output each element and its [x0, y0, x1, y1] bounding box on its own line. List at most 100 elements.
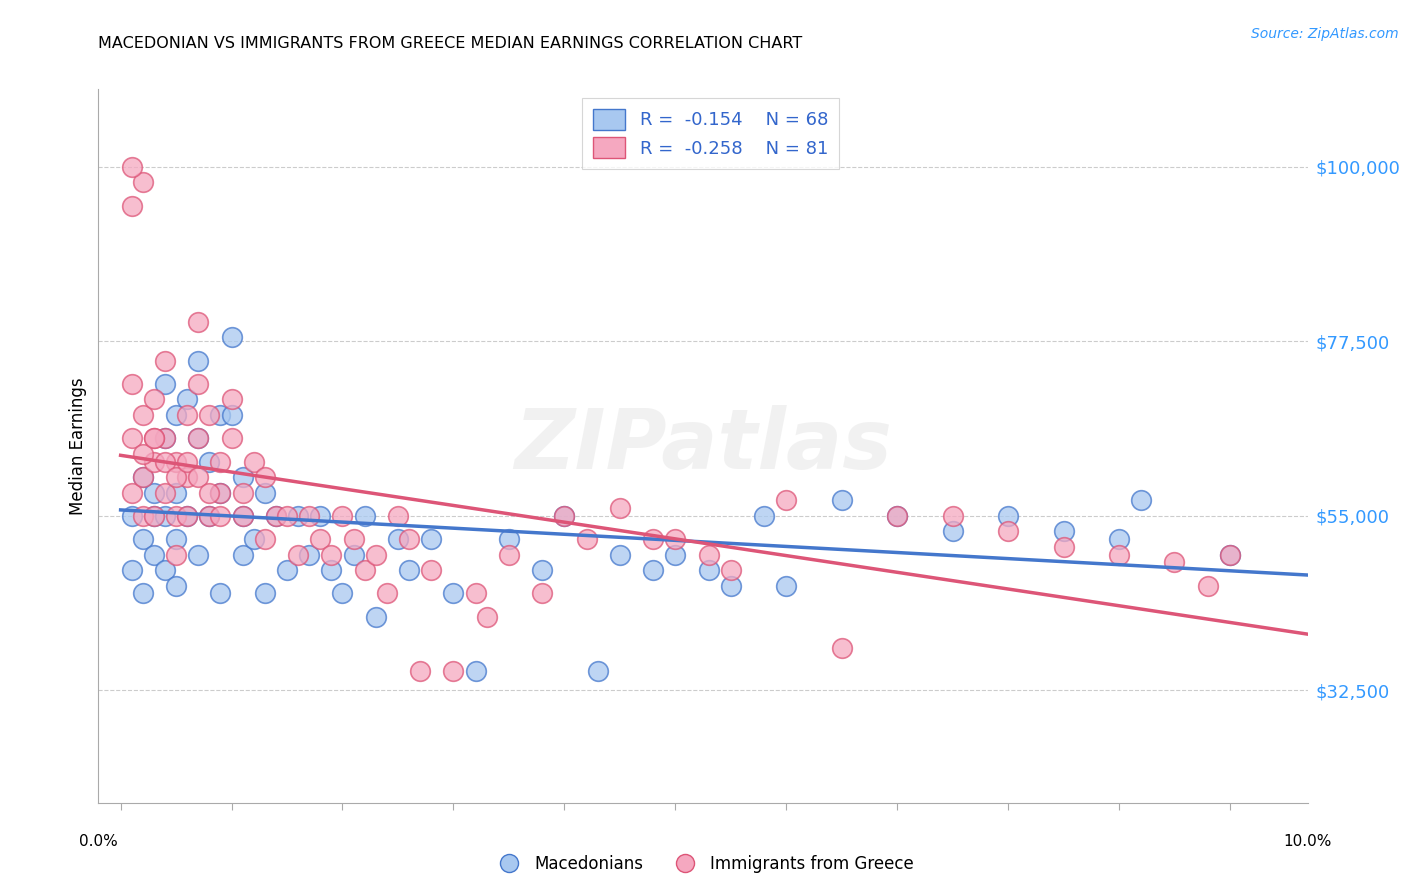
- Point: [165, 548, 187, 562]
- Point: [1130, 493, 1153, 508]
- Point: [165, 579, 187, 593]
- Point: [132, 447, 155, 461]
- Point: [720, 579, 742, 593]
- Point: [831, 640, 853, 655]
- Point: [232, 508, 254, 523]
- Point: [232, 548, 254, 562]
- Point: [121, 198, 143, 212]
- Point: [187, 376, 209, 391]
- Point: [221, 431, 243, 445]
- Y-axis label: Median Earnings: Median Earnings: [69, 377, 87, 515]
- Point: [176, 508, 198, 523]
- Point: [176, 470, 198, 484]
- Point: [342, 532, 364, 546]
- Point: [176, 454, 198, 468]
- Point: [375, 586, 398, 600]
- Point: [475, 609, 498, 624]
- Point: [187, 431, 209, 445]
- Point: [142, 508, 165, 523]
- Text: 10.0%: 10.0%: [1284, 834, 1331, 849]
- Point: [752, 508, 775, 523]
- Text: ZIPatlas: ZIPatlas: [515, 406, 891, 486]
- Point: [209, 485, 232, 500]
- Point: [165, 485, 187, 500]
- Point: [221, 392, 243, 407]
- Point: [398, 532, 420, 546]
- Point: [121, 563, 143, 577]
- Point: [121, 508, 143, 523]
- Point: [287, 548, 309, 562]
- Point: [553, 508, 575, 523]
- Point: [420, 532, 443, 546]
- Point: [153, 508, 176, 523]
- Point: [209, 508, 232, 523]
- Point: [198, 508, 221, 523]
- Point: [321, 548, 343, 562]
- Point: [187, 470, 209, 484]
- Point: [464, 664, 486, 678]
- Point: [353, 508, 375, 523]
- Point: [321, 563, 343, 577]
- Point: [209, 454, 232, 468]
- Point: [176, 392, 198, 407]
- Point: [1108, 548, 1130, 562]
- Point: [132, 508, 155, 523]
- Point: [575, 532, 598, 546]
- Point: [342, 548, 364, 562]
- Point: [242, 532, 264, 546]
- Point: [232, 485, 254, 500]
- Point: [153, 454, 176, 468]
- Point: [531, 586, 554, 600]
- Point: [1108, 532, 1130, 546]
- Point: [332, 508, 354, 523]
- Legend: R =  -0.154    N = 68, R =  -0.258    N = 81: R = -0.154 N = 68, R = -0.258 N = 81: [582, 98, 839, 169]
- Point: [253, 532, 276, 546]
- Point: [142, 431, 165, 445]
- Point: [697, 563, 720, 577]
- Point: [121, 376, 143, 391]
- Point: [387, 508, 409, 523]
- Point: [609, 501, 631, 516]
- Point: [664, 532, 686, 546]
- Point: [309, 532, 332, 546]
- Point: [232, 470, 254, 484]
- Point: [1219, 548, 1241, 562]
- Point: [553, 508, 575, 523]
- Point: [132, 408, 155, 422]
- Point: [287, 508, 309, 523]
- Point: [609, 548, 631, 562]
- Point: [531, 563, 554, 577]
- Point: [153, 376, 176, 391]
- Point: [498, 532, 520, 546]
- Point: [153, 563, 176, 577]
- Point: [387, 532, 409, 546]
- Point: [165, 408, 187, 422]
- Point: [276, 508, 298, 523]
- Text: MACEDONIAN VS IMMIGRANTS FROM GREECE MEDIAN EARNINGS CORRELATION CHART: MACEDONIAN VS IMMIGRANTS FROM GREECE MED…: [98, 36, 803, 51]
- Point: [997, 524, 1019, 539]
- Point: [121, 431, 143, 445]
- Point: [1163, 555, 1185, 569]
- Point: [1219, 548, 1241, 562]
- Point: [232, 508, 254, 523]
- Point: [187, 431, 209, 445]
- Point: [142, 431, 165, 445]
- Point: [664, 548, 686, 562]
- Legend: Macedonians, Immigrants from Greece: Macedonians, Immigrants from Greece: [486, 848, 920, 880]
- Text: 0.0%: 0.0%: [79, 834, 118, 849]
- Text: Source: ZipAtlas.com: Source: ZipAtlas.com: [1251, 27, 1399, 41]
- Point: [441, 664, 464, 678]
- Point: [697, 548, 720, 562]
- Point: [132, 586, 155, 600]
- Point: [264, 508, 287, 523]
- Point: [142, 485, 165, 500]
- Point: [221, 408, 243, 422]
- Point: [176, 508, 198, 523]
- Point: [641, 532, 664, 546]
- Point: [720, 563, 742, 577]
- Point: [332, 586, 354, 600]
- Point: [309, 508, 332, 523]
- Point: [364, 548, 387, 562]
- Point: [142, 548, 165, 562]
- Point: [942, 508, 965, 523]
